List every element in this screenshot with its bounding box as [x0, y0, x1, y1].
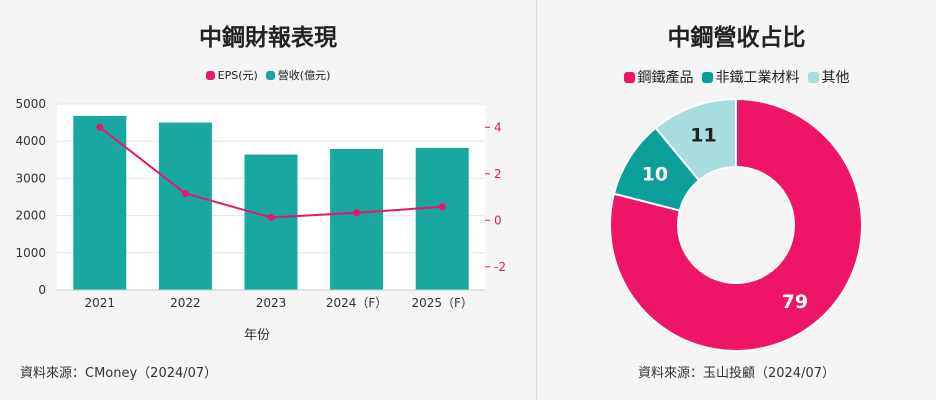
- x-axis-title: 年份: [244, 328, 270, 343]
- y-tick-label: 5000: [15, 97, 46, 111]
- legend-nonsteel-swatch: [701, 71, 713, 83]
- x-tick-label: 2021: [85, 296, 116, 310]
- slice-label: 11: [690, 125, 716, 147]
- legend-revenue-swatch: [265, 70, 275, 80]
- financial-chart-svg: 0 1000 2000 3000 4000 5000 -2 0 2 4 2021 2022 2023 20…: [15, 97, 506, 343]
- legend-eps-swatch: [205, 70, 215, 80]
- y2-tick-label: 0: [494, 213, 502, 227]
- y-tick-label: 0: [38, 283, 46, 297]
- legend-nonsteel[interactable]: 非鐵工業材料: [701, 67, 800, 87]
- legend-steel-label: 鋼鐵產品: [637, 70, 694, 86]
- eps-point: [353, 209, 361, 217]
- eps-point: [267, 213, 275, 221]
- legend-steel[interactable]: 鋼鐵產品: [623, 67, 694, 87]
- donut-slice: [609, 97, 863, 352]
- slice-label: 10: [642, 164, 668, 186]
- legend-revenue-label: 營收(億元): [277, 69, 331, 82]
- legend-other[interactable]: 其他: [807, 67, 850, 87]
- revenue-bar: [158, 122, 212, 290]
- revenue-bar: [244, 154, 298, 290]
- revenue-share-svg: 79 10 11: [609, 97, 863, 352]
- y-tick-label: 2000: [15, 209, 46, 223]
- eps-point: [438, 203, 446, 211]
- legend-nonsteel-label: 非鐵工業材料: [715, 70, 800, 86]
- eps-point: [181, 190, 189, 198]
- legend-steel-swatch: [623, 71, 635, 83]
- legend-eps[interactable]: EPS(元): [205, 67, 258, 83]
- legend-other-label: 其他: [821, 70, 850, 86]
- revenue-share-title: 中鋼營收占比: [667, 25, 806, 51]
- x-tick-label: 2024（F）: [326, 296, 387, 310]
- revenue-bar: [415, 147, 469, 290]
- legend-revenue[interactable]: 營收(億元): [265, 67, 331, 83]
- revenue-bar: [73, 115, 127, 291]
- legend-other-swatch: [807, 71, 819, 83]
- donut-slice: [654, 97, 737, 182]
- x-tick-label: 2022: [170, 296, 201, 310]
- revenue-share-panel: 中鋼營收占比 鋼鐵產品 非鐵工業材料 其他 79 10 11 資料來源：玉山投顧（2…: [537, 0, 936, 400]
- y-tick-label: 3000: [15, 171, 46, 185]
- eps-point: [96, 123, 104, 131]
- revenue-share-legend: 鋼鐵產品 非鐵工業材料 其他: [537, 67, 936, 87]
- revenue-share-source: 資料來源：玉山投顧（2024/07）: [637, 366, 835, 381]
- x-tick-label: 2023: [256, 296, 287, 310]
- y2-tick-label: -2: [494, 260, 506, 274]
- y2-tick-label: 2: [494, 167, 502, 181]
- panel-divider: [536, 0, 537, 400]
- financial-chart-panel: 中鋼財報表現 EPS(元) 營收(億元) 0 1000 2000 3000 4000 50…: [0, 25, 536, 381]
- financial-chart-source: 資料來源：CMoney（2024/07）: [20, 366, 218, 381]
- y-tick-label: 1000: [15, 246, 46, 260]
- financial-chart-legend: EPS(元) 營收(億元): [0, 67, 536, 83]
- revenue-bar: [330, 149, 384, 290]
- slice-label: 79: [782, 291, 808, 313]
- y2-tick-label: 4: [494, 120, 502, 134]
- financial-chart-title: 中鋼財報表現: [199, 25, 337, 51]
- y-tick-label: 4000: [15, 134, 46, 148]
- x-tick-label: 2025（F）: [411, 296, 472, 310]
- legend-eps-label: EPS(元): [217, 69, 258, 82]
